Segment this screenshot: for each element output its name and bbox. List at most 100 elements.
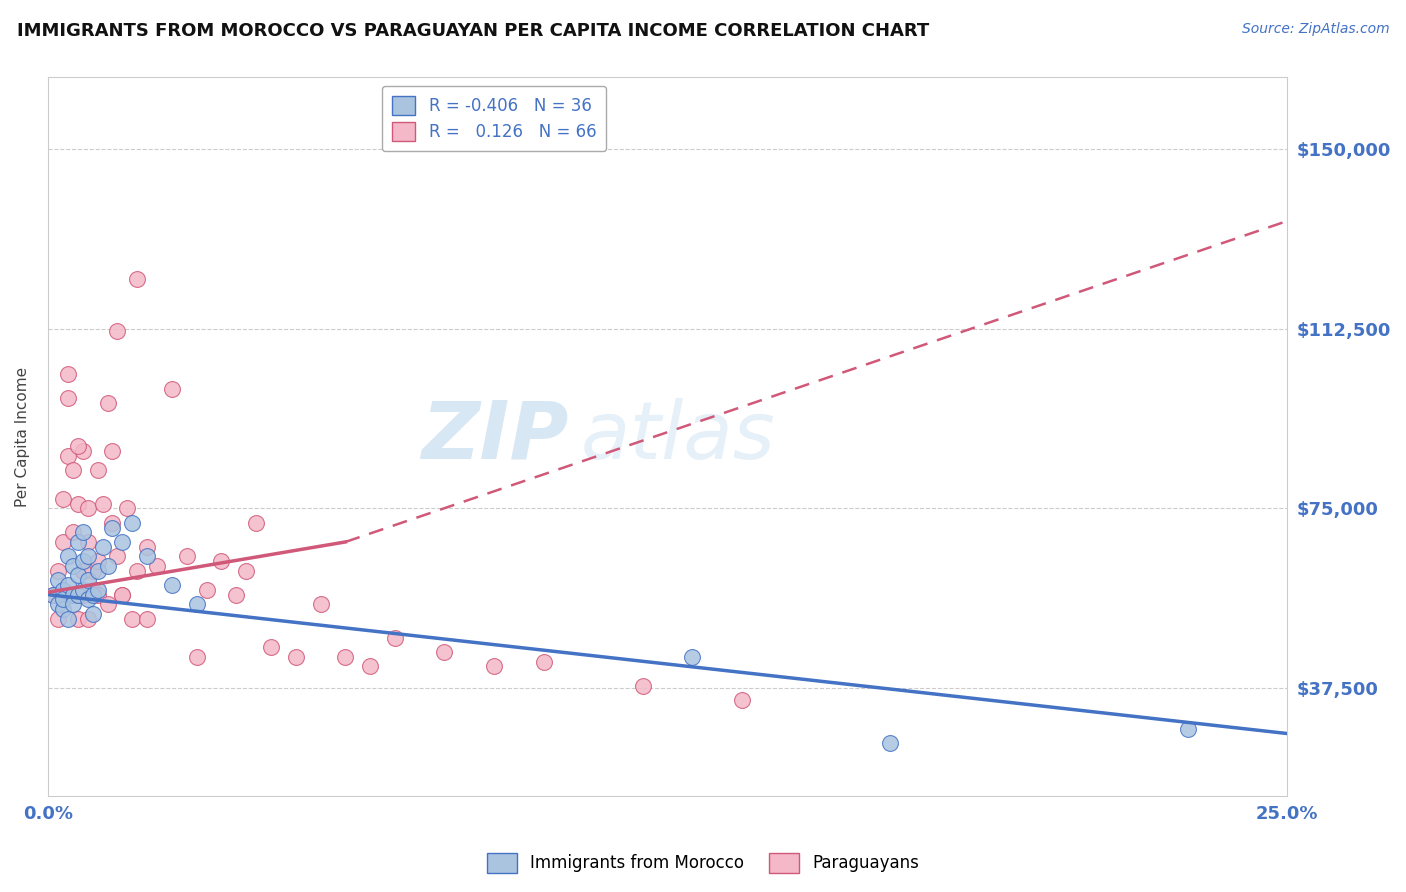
- Legend: R = -0.406   N = 36, R =   0.126   N = 66: R = -0.406 N = 36, R = 0.126 N = 66: [382, 86, 606, 151]
- Point: [245, 516, 267, 530]
- Point: [56, 588, 79, 602]
- Point: [96, 396, 118, 410]
- Point: [72, 564, 94, 578]
- Point: [62, 597, 84, 611]
- Point: [111, 588, 134, 602]
- Point: [107, 549, 129, 564]
- Point: [117, 501, 139, 516]
- Point: [101, 444, 124, 458]
- Point: [72, 554, 94, 568]
- Point: [56, 392, 79, 406]
- Point: [160, 578, 183, 592]
- Point: [62, 588, 84, 602]
- Point: [66, 535, 89, 549]
- Point: [82, 588, 104, 602]
- Point: [62, 588, 84, 602]
- Point: [66, 611, 89, 625]
- Text: IMMIGRANTS FROM MOROCCO VS PARAGUAYAN PER CAPITA INCOME CORRELATION CHART: IMMIGRANTS FROM MOROCCO VS PARAGUAYAN PE…: [17, 22, 929, 40]
- Point: [195, 582, 218, 597]
- Point: [72, 444, 94, 458]
- Point: [309, 597, 332, 611]
- Point: [101, 516, 124, 530]
- Point: [52, 592, 75, 607]
- Point: [66, 497, 89, 511]
- Text: Source: ZipAtlas.com: Source: ZipAtlas.com: [1241, 22, 1389, 37]
- Point: [86, 463, 108, 477]
- Point: [91, 497, 114, 511]
- Point: [111, 588, 134, 602]
- Point: [42, 588, 65, 602]
- Point: [56, 611, 79, 625]
- Point: [186, 597, 208, 611]
- Point: [52, 535, 75, 549]
- Point: [96, 597, 118, 611]
- Point: [56, 449, 79, 463]
- Point: [82, 582, 104, 597]
- Point: [62, 525, 84, 540]
- Point: [62, 558, 84, 573]
- Point: [72, 564, 94, 578]
- Point: [52, 582, 75, 597]
- Point: [136, 549, 159, 564]
- Point: [82, 564, 104, 578]
- Point: [86, 564, 108, 578]
- Point: [284, 649, 307, 664]
- Point: [62, 463, 84, 477]
- Point: [136, 611, 159, 625]
- Point: [66, 568, 89, 582]
- Text: atlas: atlas: [581, 398, 776, 475]
- Point: [211, 554, 233, 568]
- Point: [76, 535, 98, 549]
- Point: [46, 564, 69, 578]
- Point: [66, 588, 89, 602]
- Point: [127, 564, 149, 578]
- Point: [225, 588, 247, 602]
- Point: [1177, 722, 1199, 736]
- Point: [46, 597, 69, 611]
- Point: [52, 602, 75, 616]
- Point: [76, 611, 98, 625]
- Point: [72, 525, 94, 540]
- Point: [62, 588, 84, 602]
- Point: [681, 649, 703, 664]
- Point: [101, 520, 124, 534]
- Point: [136, 540, 159, 554]
- Point: [127, 271, 149, 285]
- Point: [335, 649, 357, 664]
- Point: [76, 574, 98, 588]
- Point: [482, 659, 505, 673]
- Point: [46, 611, 69, 625]
- Point: [86, 554, 108, 568]
- Point: [96, 558, 118, 573]
- Point: [260, 640, 283, 655]
- Point: [56, 578, 79, 592]
- Point: [52, 588, 75, 602]
- Point: [631, 679, 654, 693]
- Point: [52, 588, 75, 602]
- Point: [72, 588, 94, 602]
- Point: [46, 574, 69, 588]
- Point: [731, 693, 754, 707]
- Point: [56, 368, 79, 382]
- Point: [121, 516, 143, 530]
- Point: [879, 736, 901, 750]
- Point: [235, 564, 257, 578]
- Point: [111, 535, 134, 549]
- Point: [66, 588, 89, 602]
- Point: [52, 491, 75, 506]
- Point: [86, 588, 108, 602]
- Point: [42, 588, 65, 602]
- Point: [66, 439, 89, 453]
- Point: [384, 631, 406, 645]
- Point: [76, 501, 98, 516]
- Point: [82, 607, 104, 621]
- Point: [533, 655, 555, 669]
- Y-axis label: Per Capita Income: Per Capita Income: [15, 367, 30, 507]
- Point: [72, 582, 94, 597]
- Point: [146, 558, 169, 573]
- Point: [76, 549, 98, 564]
- Point: [86, 582, 108, 597]
- Point: [433, 645, 456, 659]
- Legend: Immigrants from Morocco, Paraguayans: Immigrants from Morocco, Paraguayans: [479, 847, 927, 880]
- Point: [56, 549, 79, 564]
